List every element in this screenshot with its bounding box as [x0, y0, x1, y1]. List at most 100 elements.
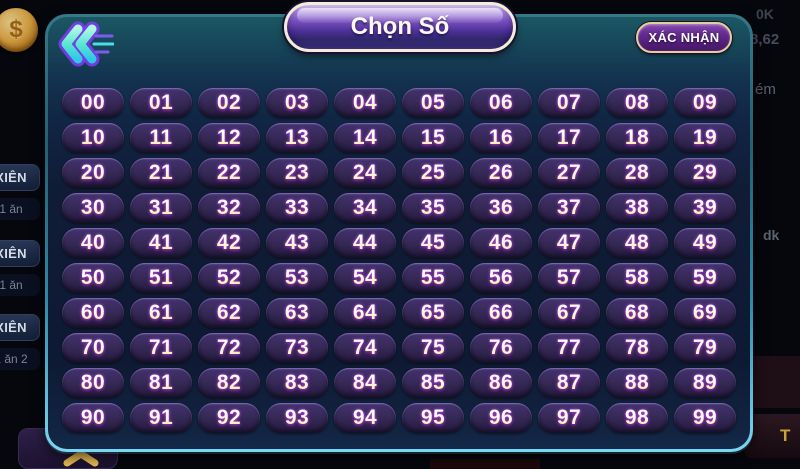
- number-button-60[interactable]: 60: [62, 298, 124, 328]
- number-button-39[interactable]: 39: [674, 193, 736, 223]
- number-button-81[interactable]: 81: [130, 368, 192, 398]
- number-button-00[interactable]: 00: [62, 88, 124, 118]
- number-button-48[interactable]: 48: [606, 228, 668, 258]
- number-button-11[interactable]: 11: [130, 123, 192, 153]
- number-button-82[interactable]: 82: [198, 368, 260, 398]
- number-button-97[interactable]: 97: [538, 403, 600, 433]
- number-button-23[interactable]: 23: [266, 158, 328, 188]
- number-button-59[interactable]: 59: [674, 263, 736, 293]
- number-button-76[interactable]: 76: [470, 333, 532, 363]
- number-button-86[interactable]: 86: [470, 368, 532, 398]
- number-button-61[interactable]: 61: [130, 298, 192, 328]
- number-button-28[interactable]: 28: [606, 158, 668, 188]
- number-button-58[interactable]: 58: [606, 263, 668, 293]
- number-button-80[interactable]: 80: [62, 368, 124, 398]
- number-button-24[interactable]: 24: [334, 158, 396, 188]
- number-button-17[interactable]: 17: [538, 123, 600, 153]
- number-button-26[interactable]: 26: [470, 158, 532, 188]
- number-button-96[interactable]: 96: [470, 403, 532, 433]
- number-button-08[interactable]: 08: [606, 88, 668, 118]
- number-button-36[interactable]: 36: [470, 193, 532, 223]
- number-button-03[interactable]: 03: [266, 88, 328, 118]
- back-button[interactable]: [54, 20, 115, 68]
- number-button-99[interactable]: 99: [674, 403, 736, 433]
- number-button-25[interactable]: 25: [402, 158, 464, 188]
- number-button-85[interactable]: 85: [402, 368, 464, 398]
- number-button-31[interactable]: 31: [130, 193, 192, 223]
- number-button-70[interactable]: 70: [62, 333, 124, 363]
- number-button-33[interactable]: 33: [266, 193, 328, 223]
- number-button-83[interactable]: 83: [266, 368, 328, 398]
- number-button-54[interactable]: 54: [334, 263, 396, 293]
- number-button-98[interactable]: 98: [606, 403, 668, 433]
- number-button-53[interactable]: 53: [266, 263, 328, 293]
- number-button-71[interactable]: 71: [130, 333, 192, 363]
- number-button-94[interactable]: 94: [334, 403, 396, 433]
- number-button-27[interactable]: 27: [538, 158, 600, 188]
- number-button-66[interactable]: 66: [470, 298, 532, 328]
- number-button-46[interactable]: 46: [470, 228, 532, 258]
- number-button-73[interactable]: 73: [266, 333, 328, 363]
- number-button-57[interactable]: 57: [538, 263, 600, 293]
- number-button-78[interactable]: 78: [606, 333, 668, 363]
- number-button-13[interactable]: 13: [266, 123, 328, 153]
- number-button-92[interactable]: 92: [198, 403, 260, 433]
- number-button-72[interactable]: 72: [198, 333, 260, 363]
- number-button-74[interactable]: 74: [334, 333, 396, 363]
- number-button-67[interactable]: 67: [538, 298, 600, 328]
- number-button-34[interactable]: 34: [334, 193, 396, 223]
- number-button-45[interactable]: 45: [402, 228, 464, 258]
- number-button-64[interactable]: 64: [334, 298, 396, 328]
- number-button-02[interactable]: 02: [198, 88, 260, 118]
- number-button-68[interactable]: 68: [606, 298, 668, 328]
- number-button-41[interactable]: 41: [130, 228, 192, 258]
- number-button-52[interactable]: 52: [198, 263, 260, 293]
- number-button-93[interactable]: 93: [266, 403, 328, 433]
- number-button-51[interactable]: 51: [130, 263, 192, 293]
- number-button-10[interactable]: 10: [62, 123, 124, 153]
- number-button-09[interactable]: 09: [674, 88, 736, 118]
- number-button-40[interactable]: 40: [62, 228, 124, 258]
- number-button-30[interactable]: 30: [62, 193, 124, 223]
- number-button-15[interactable]: 15: [402, 123, 464, 153]
- number-button-79[interactable]: 79: [674, 333, 736, 363]
- number-button-29[interactable]: 29: [674, 158, 736, 188]
- number-button-88[interactable]: 88: [606, 368, 668, 398]
- confirm-button[interactable]: XÁC NHẬN: [636, 22, 732, 53]
- number-button-12[interactable]: 12: [198, 123, 260, 153]
- number-button-89[interactable]: 89: [674, 368, 736, 398]
- number-button-87[interactable]: 87: [538, 368, 600, 398]
- number-button-47[interactable]: 47: [538, 228, 600, 258]
- number-button-38[interactable]: 38: [606, 193, 668, 223]
- number-button-06[interactable]: 06: [470, 88, 532, 118]
- number-button-90[interactable]: 90: [62, 403, 124, 433]
- number-button-75[interactable]: 75: [402, 333, 464, 363]
- number-button-55[interactable]: 55: [402, 263, 464, 293]
- number-button-37[interactable]: 37: [538, 193, 600, 223]
- number-button-91[interactable]: 91: [130, 403, 192, 433]
- number-button-20[interactable]: 20: [62, 158, 124, 188]
- number-button-49[interactable]: 49: [674, 228, 736, 258]
- number-button-56[interactable]: 56: [470, 263, 532, 293]
- number-button-32[interactable]: 32: [198, 193, 260, 223]
- number-button-21[interactable]: 21: [130, 158, 192, 188]
- number-button-95[interactable]: 95: [402, 403, 464, 433]
- number-button-43[interactable]: 43: [266, 228, 328, 258]
- number-button-63[interactable]: 63: [266, 298, 328, 328]
- number-button-22[interactable]: 22: [198, 158, 260, 188]
- number-button-05[interactable]: 05: [402, 88, 464, 118]
- number-button-84[interactable]: 84: [334, 368, 396, 398]
- number-button-69[interactable]: 69: [674, 298, 736, 328]
- number-button-50[interactable]: 50: [62, 263, 124, 293]
- number-button-01[interactable]: 01: [130, 88, 192, 118]
- number-button-07[interactable]: 07: [538, 88, 600, 118]
- number-button-42[interactable]: 42: [198, 228, 260, 258]
- number-button-77[interactable]: 77: [538, 333, 600, 363]
- number-button-65[interactable]: 65: [402, 298, 464, 328]
- number-button-04[interactable]: 04: [334, 88, 396, 118]
- number-button-19[interactable]: 19: [674, 123, 736, 153]
- number-button-62[interactable]: 62: [198, 298, 260, 328]
- number-button-35[interactable]: 35: [402, 193, 464, 223]
- number-button-16[interactable]: 16: [470, 123, 532, 153]
- number-button-18[interactable]: 18: [606, 123, 668, 153]
